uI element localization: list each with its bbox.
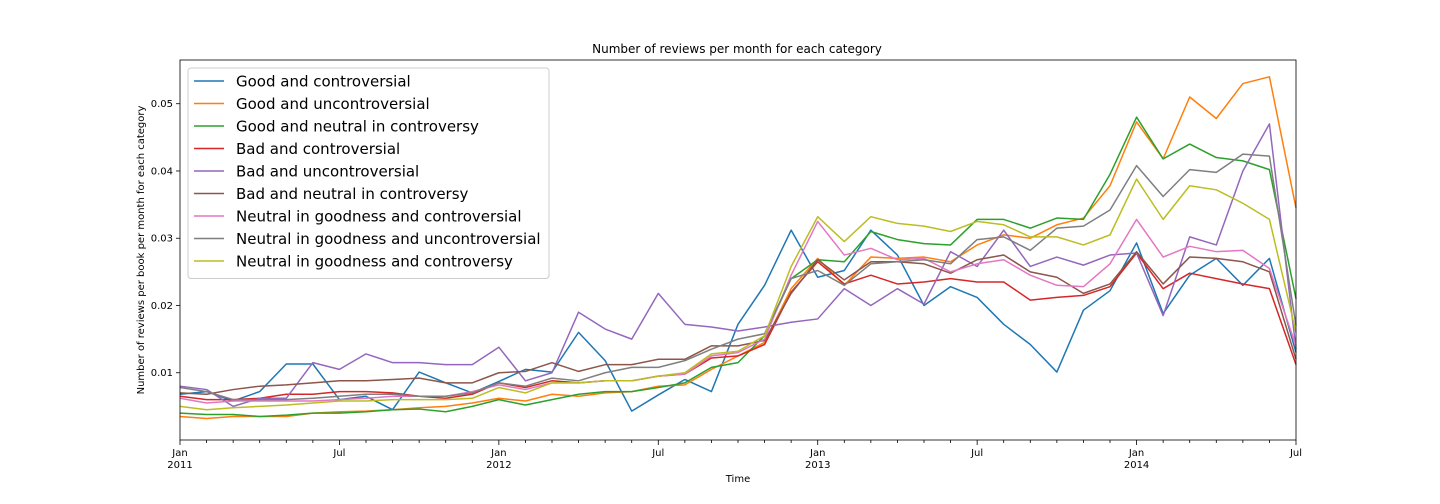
legend-label: Bad and uncontroversial <box>236 163 419 181</box>
legend-label: Neutral in goodness and controversy <box>236 253 513 271</box>
series-line-9 <box>179 178 1297 411</box>
legend-box <box>187 67 550 279</box>
x-tick-label: Jan <box>809 448 825 459</box>
y-tick-label: 0.01 <box>151 368 173 379</box>
legend-label: Bad and controversial <box>236 140 400 158</box>
x-tick-label: Jul <box>651 448 664 459</box>
legend-label: Good and neutral in controversy <box>236 118 479 136</box>
series-line-3 <box>179 116 1297 418</box>
series-line-5 <box>179 123 1297 408</box>
y-axis-label: Number of reviews per book per month for… <box>136 106 147 395</box>
series-layer <box>179 76 1297 420</box>
x-tick-label: Jan <box>1128 448 1144 459</box>
x-tick-year-label: 2014 <box>1124 460 1149 471</box>
x-tick-label: Jul <box>970 448 983 459</box>
legend-label: Bad and neutral in controversy <box>236 185 469 203</box>
x-tick-label: Jan <box>171 448 187 459</box>
y-tick-label: 0.04 <box>151 166 173 177</box>
y-tick-label: 0.03 <box>151 234 173 245</box>
legend-label: Good and controversial <box>236 73 411 91</box>
series-line-6 <box>179 250 1297 396</box>
series-line-8 <box>179 153 1297 401</box>
x-tick-year-label: 2011 <box>167 460 192 471</box>
y-axis: 0.01 0.02 0.03 0.04 0.05 <box>151 99 180 379</box>
x-tick-year-label: 2013 <box>805 460 830 471</box>
series-line-4 <box>179 252 1297 401</box>
y-tick-label: 0.02 <box>151 301 173 312</box>
series-line-1 <box>179 229 1297 412</box>
x-tick-year-label: 2012 <box>486 460 511 471</box>
x-tick-label: Jul <box>332 448 345 459</box>
legend-label: Good and uncontroversial <box>236 95 430 113</box>
y-tick-label: 0.05 <box>151 99 173 110</box>
chart-title: Number of reviews per month for each cat… <box>592 42 882 56</box>
legend-label: Neutral in goodness and controversial <box>236 208 522 226</box>
legend: Good and controversial Good and uncontrov… <box>187 67 550 279</box>
x-tick-label: Jan <box>490 448 506 459</box>
series-line-7 <box>179 218 1297 404</box>
x-axis-label: Time <box>725 474 750 485</box>
x-tick-label: Jul <box>1289 448 1302 459</box>
legend-label: Neutral in goodness and uncontroversial <box>236 230 541 248</box>
